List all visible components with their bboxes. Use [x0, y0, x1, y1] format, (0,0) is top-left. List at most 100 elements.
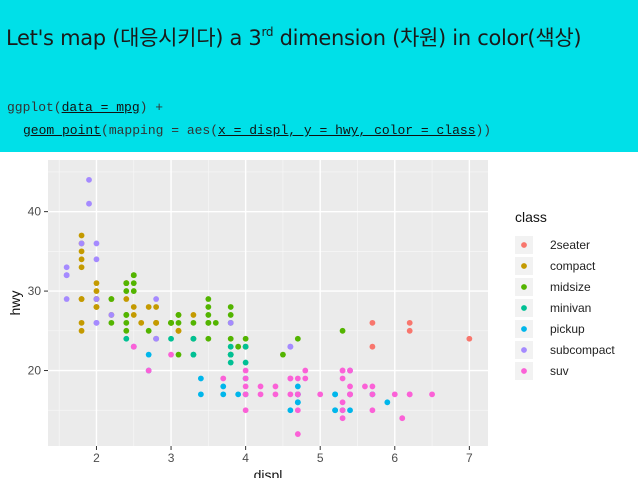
- point-midsize: [123, 280, 130, 287]
- point-suv: [294, 375, 301, 382]
- point-midsize: [205, 304, 212, 310]
- legend-marker-compact: [521, 263, 527, 269]
- point-subcompact: [63, 296, 70, 302]
- point-midsize: [175, 319, 182, 326]
- point-midsize: [130, 288, 137, 294]
- point-suv: [168, 351, 174, 358]
- point-suv: [362, 383, 368, 390]
- point-compact: [153, 304, 160, 310]
- point-suv: [339, 415, 346, 422]
- x-tick-label: 6: [391, 451, 398, 465]
- slide-title: Let's map (대응시키다) a 3rd dimension (차원) i…: [6, 25, 582, 50]
- point-midsize: [130, 280, 137, 287]
- point-compact: [123, 296, 130, 302]
- point-suv: [287, 391, 294, 398]
- point-suv: [339, 375, 346, 382]
- point-compact: [153, 319, 160, 326]
- point-midsize: [130, 272, 137, 279]
- point-subcompact: [153, 335, 160, 342]
- point-suv: [294, 391, 301, 398]
- point-subcompact: [63, 264, 70, 271]
- point-subcompact: [227, 319, 234, 326]
- point-suv: [339, 367, 346, 374]
- point-compact: [78, 319, 85, 326]
- legend-title: class: [515, 209, 547, 225]
- point-compact: [138, 319, 145, 326]
- point-2seater: [369, 343, 376, 350]
- point-midsize: [123, 288, 130, 294]
- point-pickup: [332, 391, 339, 398]
- point-midsize: [205, 335, 212, 342]
- point-minivan: [242, 359, 249, 366]
- point-midsize: [235, 343, 242, 350]
- y-tick-label: 30: [28, 284, 42, 298]
- point-suv: [369, 391, 376, 398]
- point-midsize: [108, 319, 115, 326]
- point-midsize: [294, 335, 301, 342]
- point-suv: [242, 383, 249, 390]
- legend-label: subcompact: [550, 343, 615, 357]
- point-compact: [78, 232, 85, 239]
- point-suv: [287, 375, 294, 382]
- point-pickup: [235, 391, 242, 398]
- point-compact: [78, 296, 85, 302]
- point-compact: [93, 280, 100, 287]
- point-pickup: [220, 383, 227, 390]
- title-banner: Let's map (대응시키다) a 3rd dimension (차원) i…: [0, 0, 638, 152]
- x-axis-title: displ: [254, 467, 283, 478]
- x-tick-label: 3: [168, 451, 175, 465]
- point-suv: [242, 367, 249, 374]
- point-compact: [78, 248, 85, 255]
- point-suv: [347, 383, 353, 390]
- code-line-ggplot: ggplot(data = mpg) +: [7, 100, 164, 115]
- point-compact: [93, 288, 100, 294]
- point-subcompact: [78, 240, 85, 247]
- legend-label: midsize: [550, 280, 591, 294]
- legend-marker-suv: [521, 368, 527, 374]
- point-subcompact: [287, 343, 294, 350]
- point-minivan: [227, 351, 234, 358]
- point-midsize: [242, 335, 249, 342]
- point-midsize: [168, 319, 174, 326]
- point-pickup: [347, 407, 353, 414]
- point-compact: [93, 304, 100, 310]
- point-suv: [220, 375, 227, 382]
- point-suv: [347, 391, 353, 398]
- x-tick-label: 5: [317, 451, 324, 465]
- point-suv: [272, 391, 279, 398]
- point-subcompact: [153, 296, 160, 302]
- point-suv: [406, 391, 413, 398]
- point-subcompact: [108, 312, 115, 318]
- point-midsize: [227, 312, 234, 318]
- point-minivan: [242, 343, 249, 350]
- point-suv: [294, 407, 301, 414]
- x-tick-label: 7: [466, 451, 473, 465]
- point-subcompact: [93, 296, 100, 302]
- point-suv: [339, 399, 346, 406]
- point-pickup: [294, 383, 301, 390]
- y-axis-title: hwy: [7, 291, 23, 316]
- legend-label: minivan: [550, 301, 591, 315]
- point-midsize: [339, 327, 346, 334]
- legend-label: compact: [550, 259, 596, 273]
- point-compact: [145, 304, 152, 310]
- legend-label: suv: [550, 364, 569, 378]
- point-compact: [130, 312, 137, 318]
- point-midsize: [227, 335, 234, 342]
- y-tick-label: 40: [28, 205, 42, 219]
- point-midsize: [123, 319, 130, 326]
- point-midsize: [227, 304, 234, 310]
- point-pickup: [220, 391, 227, 398]
- point-compact: [78, 256, 85, 263]
- point-midsize: [205, 296, 212, 302]
- point-2seater: [369, 319, 376, 326]
- point-suv: [369, 407, 376, 414]
- point-minivan: [168, 335, 174, 342]
- point-subcompact: [86, 176, 92, 183]
- point-minivan: [190, 335, 197, 342]
- point-minivan: [190, 351, 197, 358]
- point-suv: [130, 343, 137, 350]
- point-pickup: [332, 407, 339, 414]
- point-suv: [257, 391, 264, 398]
